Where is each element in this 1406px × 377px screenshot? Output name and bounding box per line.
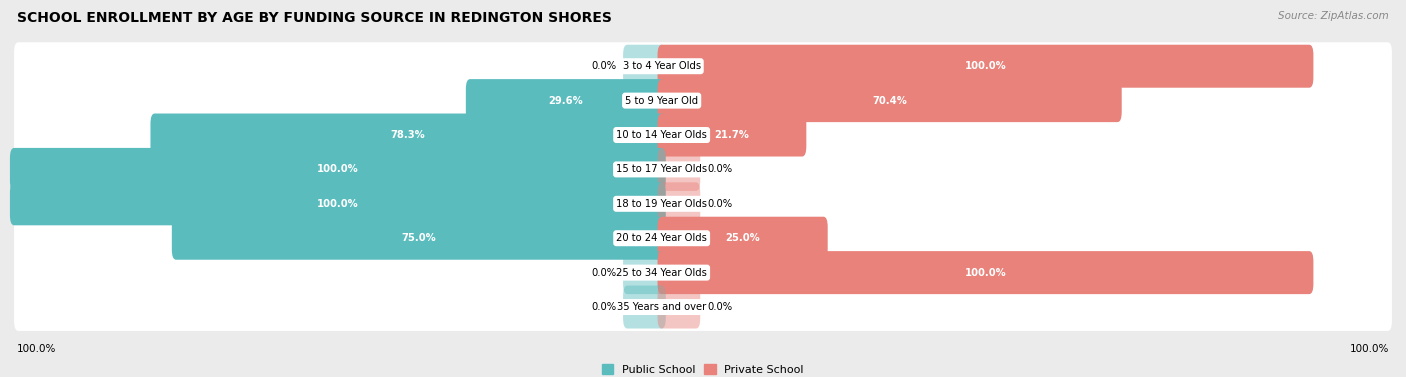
Text: 100.0%: 100.0% xyxy=(316,199,359,209)
Text: 0.0%: 0.0% xyxy=(591,61,616,71)
FancyBboxPatch shape xyxy=(14,283,1392,331)
Text: 0.0%: 0.0% xyxy=(707,302,733,312)
Text: 21.7%: 21.7% xyxy=(714,130,749,140)
FancyBboxPatch shape xyxy=(10,148,666,191)
FancyBboxPatch shape xyxy=(658,251,1313,294)
FancyBboxPatch shape xyxy=(14,146,1392,193)
Text: 70.4%: 70.4% xyxy=(872,96,907,106)
Text: 35 Years and over: 35 Years and over xyxy=(617,302,706,312)
FancyBboxPatch shape xyxy=(14,111,1392,159)
FancyBboxPatch shape xyxy=(14,180,1392,228)
Text: 15 to 17 Year Olds: 15 to 17 Year Olds xyxy=(616,164,707,175)
Text: 0.0%: 0.0% xyxy=(591,302,616,312)
FancyBboxPatch shape xyxy=(658,45,1313,88)
Text: 0.0%: 0.0% xyxy=(591,268,616,277)
Text: 3 to 4 Year Olds: 3 to 4 Year Olds xyxy=(623,61,700,71)
Text: 10 to 14 Year Olds: 10 to 14 Year Olds xyxy=(616,130,707,140)
FancyBboxPatch shape xyxy=(658,79,1122,122)
Text: 100.0%: 100.0% xyxy=(1350,344,1389,354)
FancyBboxPatch shape xyxy=(658,182,700,225)
FancyBboxPatch shape xyxy=(465,79,666,122)
FancyBboxPatch shape xyxy=(623,285,666,328)
Text: 100.0%: 100.0% xyxy=(316,164,359,175)
FancyBboxPatch shape xyxy=(172,217,666,260)
Text: SCHOOL ENROLLMENT BY AGE BY FUNDING SOURCE IN REDINGTON SHORES: SCHOOL ENROLLMENT BY AGE BY FUNDING SOUR… xyxy=(17,11,612,25)
FancyBboxPatch shape xyxy=(658,285,700,328)
Text: 25.0%: 25.0% xyxy=(725,233,761,243)
FancyBboxPatch shape xyxy=(10,182,666,225)
FancyBboxPatch shape xyxy=(14,249,1392,297)
FancyBboxPatch shape xyxy=(658,217,828,260)
Text: 5 to 9 Year Old: 5 to 9 Year Old xyxy=(626,96,699,106)
Text: 100.0%: 100.0% xyxy=(965,268,1007,277)
Text: Source: ZipAtlas.com: Source: ZipAtlas.com xyxy=(1278,11,1389,21)
Legend: Public School, Private School: Public School, Private School xyxy=(598,360,808,377)
Text: 0.0%: 0.0% xyxy=(707,199,733,209)
FancyBboxPatch shape xyxy=(623,251,666,294)
Text: 75.0%: 75.0% xyxy=(402,233,436,243)
Text: 0.0%: 0.0% xyxy=(707,164,733,175)
FancyBboxPatch shape xyxy=(14,214,1392,262)
FancyBboxPatch shape xyxy=(658,113,806,156)
FancyBboxPatch shape xyxy=(14,77,1392,124)
Text: 100.0%: 100.0% xyxy=(965,61,1007,71)
Text: 29.6%: 29.6% xyxy=(548,96,583,106)
Text: 18 to 19 Year Olds: 18 to 19 Year Olds xyxy=(616,199,707,209)
FancyBboxPatch shape xyxy=(14,42,1392,90)
FancyBboxPatch shape xyxy=(658,148,700,191)
Text: 20 to 24 Year Olds: 20 to 24 Year Olds xyxy=(616,233,707,243)
FancyBboxPatch shape xyxy=(150,113,666,156)
Text: 78.3%: 78.3% xyxy=(391,130,426,140)
Text: 100.0%: 100.0% xyxy=(17,344,56,354)
FancyBboxPatch shape xyxy=(623,45,666,88)
Text: 25 to 34 Year Olds: 25 to 34 Year Olds xyxy=(616,268,707,277)
